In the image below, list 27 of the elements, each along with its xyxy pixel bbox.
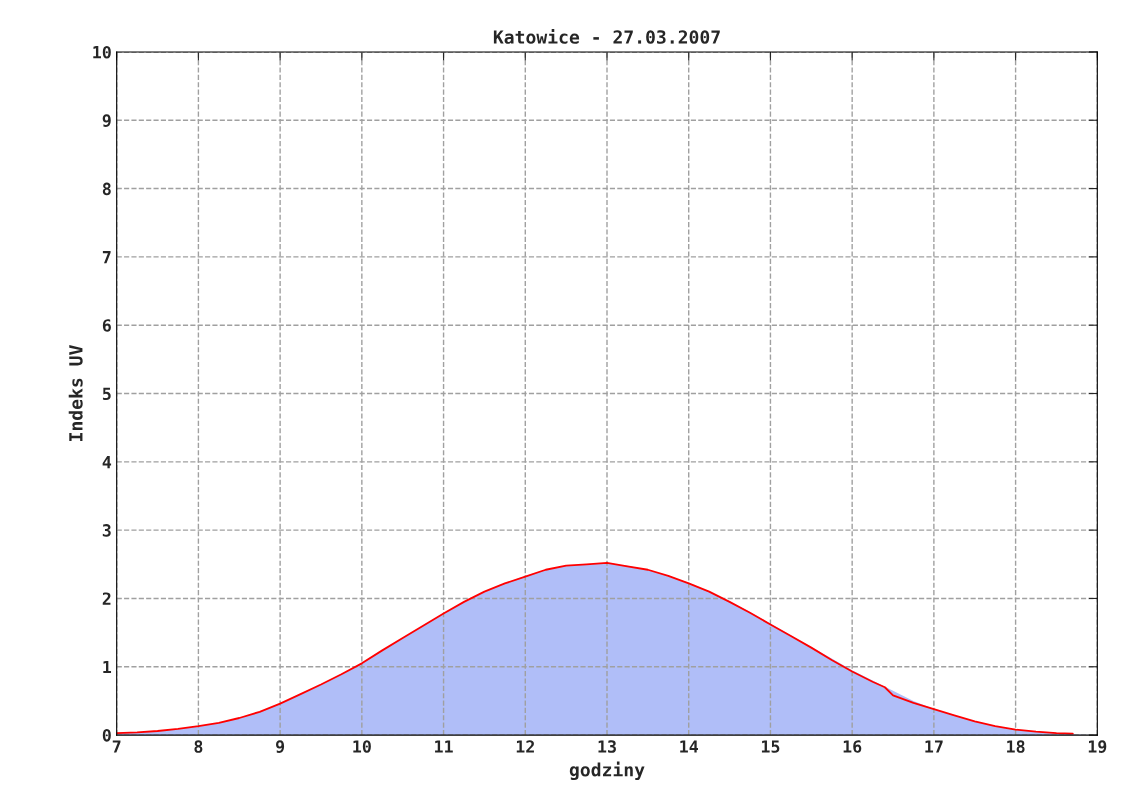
y-tick-label: 1 [103, 660, 112, 674]
y-tick-label: 8 [102, 182, 111, 196]
chart-title: Katowice - 27.03.2007 [493, 28, 720, 44]
y-tick-label: 2 [102, 592, 111, 605]
x-axis-title: godziny [569, 761, 645, 781]
y-axis-title: Indeks UV [68, 345, 83, 441]
x-tick-label: 15 [761, 740, 780, 753]
x-tick-label: 17 [925, 740, 943, 753]
x-tick-label: 8 [194, 740, 203, 753]
x-tick-label: 14 [680, 740, 699, 753]
x-tick-label: 10 [353, 740, 371, 753]
y-tick-label: 9 [102, 114, 111, 127]
x-tick-label: 11 [435, 740, 453, 753]
x-tick-label: 12 [516, 740, 534, 753]
x-tick-label: 16 [843, 740, 862, 753]
y-tick-label: 5 [102, 387, 111, 401]
x-tick-label: 7 [112, 740, 121, 753]
y-tick-label: 0 [102, 729, 111, 742]
y-tick-label: 6 [102, 319, 111, 332]
y-tick-label: 3 [102, 524, 111, 537]
x-tick-label: 18 [1007, 740, 1025, 753]
x-tick-label: 13 [598, 740, 616, 753]
y-tick-label: 4 [102, 456, 112, 469]
y-tick-label: 7 [102, 251, 111, 264]
x-tick-label: 9 [276, 740, 285, 753]
x-tick-label: 19 [1088, 740, 1107, 753]
y-tick-label: 10 [93, 45, 111, 59]
